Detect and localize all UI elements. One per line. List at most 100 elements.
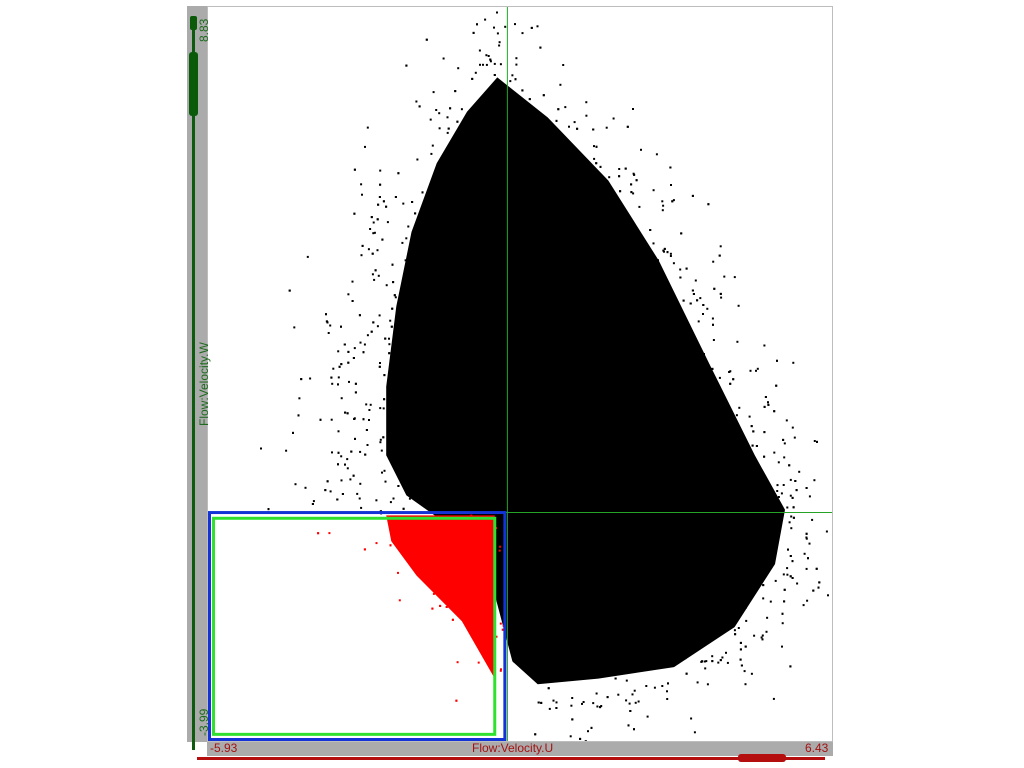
point — [350, 450, 353, 453]
point — [513, 625, 515, 628]
point — [557, 463, 560, 466]
point — [652, 189, 655, 192]
point — [535, 313, 538, 316]
point — [489, 60, 492, 63]
point — [411, 395, 414, 397]
point — [681, 646, 683, 649]
point — [353, 168, 356, 171]
point — [561, 180, 564, 183]
selected-point — [477, 661, 480, 664]
selection-box-outer[interactable] — [208, 511, 507, 741]
point — [505, 115, 508, 118]
y-range-slider-top-knob[interactable] — [190, 16, 197, 30]
point — [783, 600, 786, 603]
point — [503, 197, 506, 200]
point — [518, 571, 521, 574]
point — [391, 358, 394, 361]
selection-box-inner[interactable] — [212, 516, 497, 736]
point — [695, 446, 698, 449]
selected-point — [317, 532, 320, 535]
point — [580, 289, 583, 292]
point — [649, 484, 652, 487]
point — [347, 350, 350, 353]
point — [525, 611, 528, 614]
point — [580, 379, 583, 382]
point — [449, 467, 452, 470]
point — [531, 347, 534, 350]
point — [404, 335, 407, 338]
point — [527, 419, 529, 422]
point — [712, 323, 714, 326]
point — [416, 426, 419, 429]
point — [421, 191, 424, 194]
point — [625, 699, 628, 702]
point — [516, 652, 519, 655]
point — [745, 606, 747, 609]
point — [532, 178, 535, 181]
point — [483, 504, 486, 507]
point — [712, 339, 715, 341]
x-range-slider-handle[interactable] — [738, 754, 786, 762]
point — [470, 266, 472, 269]
point — [743, 583, 746, 586]
point — [691, 599, 694, 602]
point — [408, 456, 411, 459]
point — [705, 660, 708, 663]
x-range-slider-track[interactable] — [197, 757, 825, 760]
point — [628, 368, 631, 371]
point — [782, 573, 785, 576]
point — [408, 497, 411, 500]
point — [485, 135, 488, 138]
y-range-slider-track[interactable] — [192, 18, 195, 750]
point — [479, 63, 481, 66]
point — [767, 403, 770, 406]
point — [418, 310, 421, 313]
y-range-slider-handle[interactable] — [189, 52, 198, 116]
point — [495, 281, 498, 284]
point — [557, 209, 560, 212]
point — [738, 508, 741, 511]
point — [699, 297, 702, 300]
point — [619, 556, 622, 559]
point — [514, 403, 517, 406]
point — [802, 604, 805, 607]
point — [476, 23, 478, 26]
scatter-plot-area[interactable] — [208, 7, 832, 741]
point — [661, 400, 664, 403]
point — [707, 495, 710, 498]
point — [721, 656, 724, 659]
point — [499, 217, 502, 220]
point — [641, 460, 644, 463]
point — [600, 705, 603, 707]
point — [618, 168, 621, 170]
point — [552, 699, 555, 702]
point — [742, 544, 745, 547]
point — [337, 451, 340, 454]
point — [522, 295, 525, 298]
point — [608, 176, 611, 179]
point — [805, 487, 808, 489]
point — [598, 205, 601, 208]
point — [721, 494, 724, 497]
point — [639, 525, 642, 528]
point — [735, 414, 738, 417]
point — [736, 550, 739, 553]
point — [512, 460, 515, 463]
point — [472, 186, 475, 189]
point — [426, 416, 429, 419]
point — [359, 482, 362, 485]
point — [610, 670, 613, 673]
point — [467, 353, 470, 356]
point — [711, 660, 714, 663]
point — [521, 419, 523, 422]
point — [647, 298, 650, 300]
point — [625, 635, 628, 638]
point — [741, 581, 744, 584]
dense-selected-cloud — [386, 515, 495, 679]
point — [527, 621, 530, 624]
point — [461, 497, 464, 500]
point — [566, 378, 569, 381]
point — [751, 444, 754, 447]
point — [581, 702, 583, 705]
point — [522, 448, 525, 451]
